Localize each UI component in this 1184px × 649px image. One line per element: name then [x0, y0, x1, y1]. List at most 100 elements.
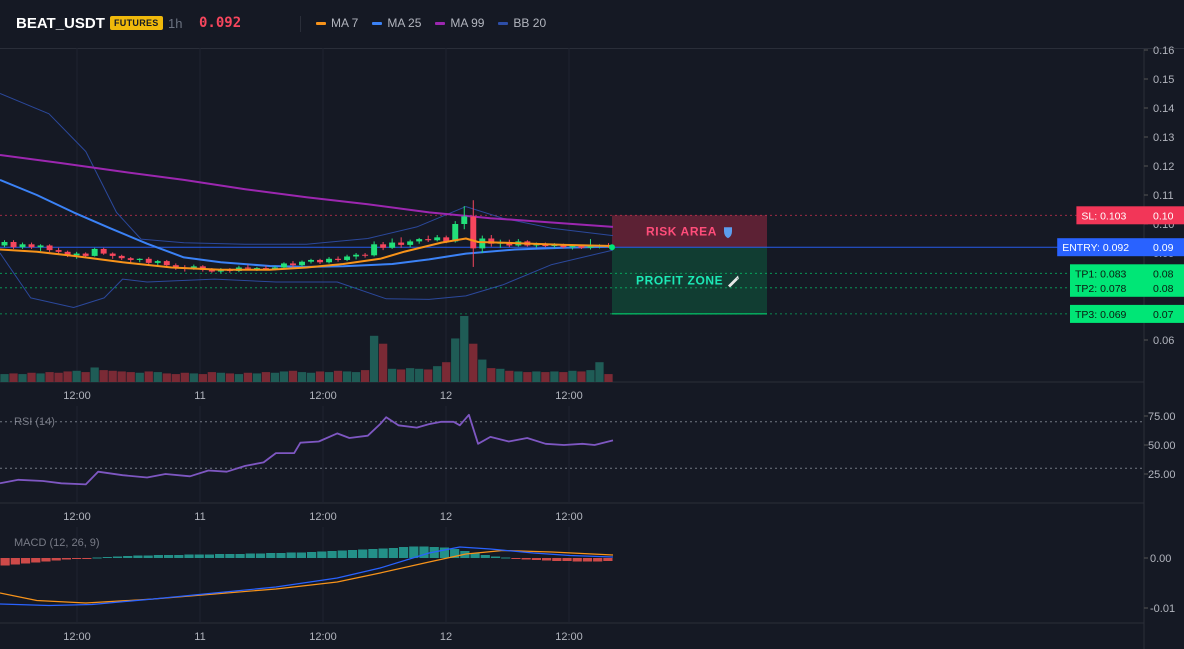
legend-swatch-icon: [498, 21, 509, 25]
level-tag-sl[interactable]: SL: 0.103 0.10: [1076, 206, 1184, 225]
candlestick[interactable]: [452, 221, 459, 243]
candle-body: [19, 244, 26, 248]
level-tag-entry[interactable]: ENTRY: 0.092 0.09: [1057, 238, 1184, 257]
volume-bar: [460, 316, 469, 382]
candlestick[interactable]: [461, 206, 468, 230]
candlestick[interactable]: [172, 263, 179, 270]
candlestick[interactable]: [344, 254, 351, 262]
candle-body: [64, 251, 71, 256]
level-tag-tp3[interactable]: TP3: 0.069 0.07: [1070, 304, 1184, 323]
candlestick[interactable]: [118, 254, 125, 260]
candlestick[interactable]: [488, 235, 495, 247]
risk-area-zone[interactable]: [612, 215, 767, 248]
axis-price-tag-text: 0.10: [1153, 210, 1174, 222]
volume-bar: [351, 372, 361, 382]
candlestick[interactable]: [479, 235, 486, 253]
candlestick[interactable]: [587, 239, 594, 250]
candlestick[interactable]: [371, 241, 378, 257]
candlestick[interactable]: [353, 253, 360, 260]
axis-price-tag-text: 0.09: [1153, 242, 1174, 254]
y-tick-label: 0.06: [1153, 335, 1174, 347]
candlestick[interactable]: [19, 242, 26, 249]
volume-bar: [18, 374, 27, 382]
time-axis[interactable]: [0, 382, 1144, 406]
candlestick[interactable]: [299, 260, 305, 267]
candle-body: [262, 268, 269, 270]
symbol-name[interactable]: BEAT_USDT: [16, 15, 105, 32]
candle-body: [488, 238, 495, 244]
header-divider: [300, 16, 301, 32]
candlestick[interactable]: [398, 237, 405, 248]
volume-bar: [99, 370, 108, 382]
candlestick[interactable]: [163, 259, 170, 267]
candlestick[interactable]: [280, 262, 287, 269]
profit-zone[interactable]: [612, 247, 767, 314]
volume-bar: [63, 371, 72, 382]
volume-bar: [541, 372, 550, 382]
candlestick[interactable]: [425, 235, 432, 242]
legend-bb20[interactable]: BB 20: [498, 16, 546, 30]
candlestick[interactable]: [362, 253, 369, 258]
legend-ma99[interactable]: MA 99: [435, 16, 484, 30]
legend-label: MA 25: [387, 16, 422, 30]
macd-histogram-bar: [307, 552, 317, 558]
candlestick[interactable]: [1, 240, 8, 248]
macd-histogram-bar: [593, 558, 603, 562]
candlestick[interactable]: [136, 258, 143, 263]
candlestick[interactable]: [389, 238, 396, 249]
candle-body: [280, 263, 287, 268]
candlestick[interactable]: [434, 235, 441, 242]
candlestick[interactable]: [10, 240, 17, 249]
macd-histogram-bar: [347, 550, 358, 558]
candlestick[interactable]: [470, 200, 477, 267]
candlestick[interactable]: [326, 257, 333, 264]
macd-histogram-bar: [92, 557, 102, 559]
candlestick[interactable]: [416, 237, 423, 244]
macd-histogram-bar: [184, 554, 194, 558]
time-axis[interactable]: [0, 503, 1144, 527]
candle-body: [371, 244, 378, 256]
level-tag-tp2[interactable]: TP2: 0.078 0.08: [1070, 278, 1184, 297]
candlestick[interactable]: [109, 252, 116, 259]
legend-ma25[interactable]: MA 25: [372, 16, 421, 30]
candle-body: [118, 255, 125, 259]
candlestick[interactable]: [290, 261, 296, 268]
candlestick[interactable]: [145, 257, 152, 266]
level-tag-tp1[interactable]: TP1: 0.083 0.08: [1070, 264, 1184, 283]
candlestick[interactable]: [91, 247, 98, 257]
candlestick[interactable]: [317, 258, 323, 265]
macd-histogram-bar: [41, 558, 51, 562]
shield-icon: [724, 227, 732, 239]
candlestick[interactable]: [380, 241, 387, 251]
macd-histogram-bar: [10, 558, 20, 565]
candle-body: [82, 253, 89, 256]
rsi-title: RSI (14): [14, 416, 55, 428]
volume-bar: [333, 370, 343, 382]
bollinger-lower-line: [0, 249, 614, 308]
candle-body: [172, 265, 179, 268]
volume-bar: [171, 374, 180, 382]
level-tag-box: [1057, 238, 1144, 257]
macd-histogram-bar: [31, 558, 41, 563]
x-tick-label: 12:00: [63, 390, 91, 402]
time-axis[interactable]: [0, 623, 1144, 649]
legend-ma7[interactable]: MA 7: [316, 16, 358, 30]
candlestick[interactable]: [335, 256, 342, 262]
candlestick[interactable]: [407, 239, 414, 248]
candlestick[interactable]: [127, 257, 134, 263]
candlestick[interactable]: [55, 247, 62, 255]
candle-body: [271, 267, 278, 270]
x-tick-label: 12:00: [555, 631, 583, 643]
macd-tick-label: -0.01: [1150, 603, 1175, 615]
candlestick[interactable]: [308, 258, 314, 264]
candlestick[interactable]: [100, 247, 107, 255]
candlestick[interactable]: [28, 242, 35, 249]
legend-swatch-icon: [372, 21, 383, 25]
candlestick[interactable]: [82, 252, 89, 258]
candlestick[interactable]: [37, 244, 44, 252]
candlestick[interactable]: [154, 259, 161, 266]
macd-histogram-bar: [204, 554, 215, 558]
timeframe-selector[interactable]: 1h: [168, 16, 183, 31]
candlestick[interactable]: [46, 244, 53, 252]
